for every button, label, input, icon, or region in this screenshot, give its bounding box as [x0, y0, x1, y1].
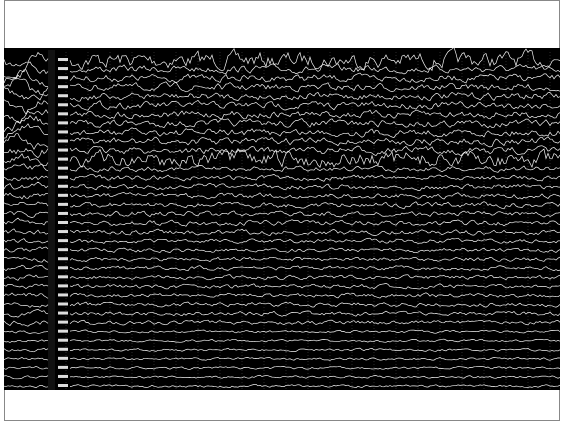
- channel-label: [58, 330, 68, 333]
- channel-label: [58, 375, 68, 378]
- channel-label: [58, 58, 68, 61]
- channel-label: [58, 140, 68, 143]
- channel-label: [58, 293, 68, 296]
- channel-label: [58, 321, 68, 324]
- channel-divider: [48, 50, 55, 390]
- channel-label: [58, 366, 68, 369]
- channel-label: [58, 239, 68, 242]
- signal-panel: [4, 50, 560, 390]
- channel-label: [58, 303, 68, 306]
- channel-label: [58, 158, 68, 161]
- channel-label: [58, 275, 68, 278]
- channel-label: [58, 284, 68, 287]
- channel-label: [58, 112, 68, 115]
- channel-label: [58, 67, 68, 70]
- channel-label: [58, 167, 68, 170]
- channel-label: [58, 121, 68, 124]
- page: (() => { const ns = 'http://www.w3.org/2…: [0, 0, 561, 422]
- channel-label: [58, 203, 68, 206]
- channel-label: [58, 176, 68, 179]
- channel-label: [58, 103, 68, 106]
- channel-label: [58, 149, 68, 152]
- channel-label: [58, 194, 68, 197]
- channel-label: [58, 185, 68, 188]
- channel-label: [58, 257, 68, 260]
- channel-label: [58, 212, 68, 215]
- channel-label: [58, 312, 68, 315]
- channel-label: [58, 94, 68, 97]
- channel-label: [58, 348, 68, 351]
- channel-label: [58, 221, 68, 224]
- channel-label: [58, 357, 68, 360]
- channel-label: [58, 339, 68, 342]
- channel-label: [58, 384, 68, 387]
- channel-label: [58, 248, 68, 251]
- channel-label: [58, 85, 68, 88]
- channel-label: [58, 230, 68, 233]
- panel-header: [4, 48, 560, 52]
- channel-label: [58, 130, 68, 133]
- eeg-view: [0, 0, 561, 422]
- channel-label: [58, 76, 68, 79]
- channel-label: [58, 266, 68, 269]
